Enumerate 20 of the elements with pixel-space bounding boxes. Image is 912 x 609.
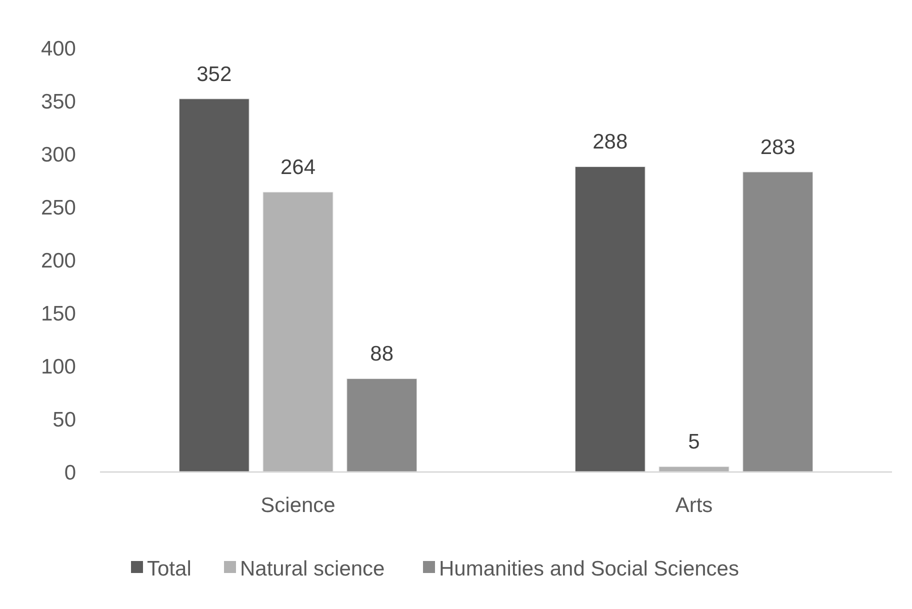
legend-label: Humanities and Social Sciences bbox=[439, 557, 739, 580]
data-label: 283 bbox=[760, 136, 796, 160]
legend-label: Total bbox=[147, 557, 192, 580]
data-label: 88 bbox=[370, 342, 394, 366]
y-tick-label: 400 bbox=[40, 37, 76, 60]
y-tick-label: 350 bbox=[40, 90, 76, 114]
y-tick-label: 50 bbox=[52, 408, 76, 432]
y-tick-label: 200 bbox=[40, 249, 76, 272]
y-tick-label: 250 bbox=[40, 196, 76, 220]
y-tick-label: 0 bbox=[64, 461, 76, 484]
y-tick-label: 300 bbox=[40, 143, 76, 166]
data-label: 5 bbox=[688, 430, 700, 454]
y-tick-label: 150 bbox=[40, 302, 76, 326]
y-tick-label: 100 bbox=[40, 355, 76, 378]
x-tick-label: Science bbox=[260, 494, 336, 517]
data-label: 352 bbox=[196, 62, 232, 86]
data-label: 288 bbox=[592, 130, 628, 154]
x-tick-label: Arts bbox=[675, 494, 713, 517]
data-label: 264 bbox=[280, 156, 316, 180]
legend-label: Natural science bbox=[240, 557, 385, 580]
